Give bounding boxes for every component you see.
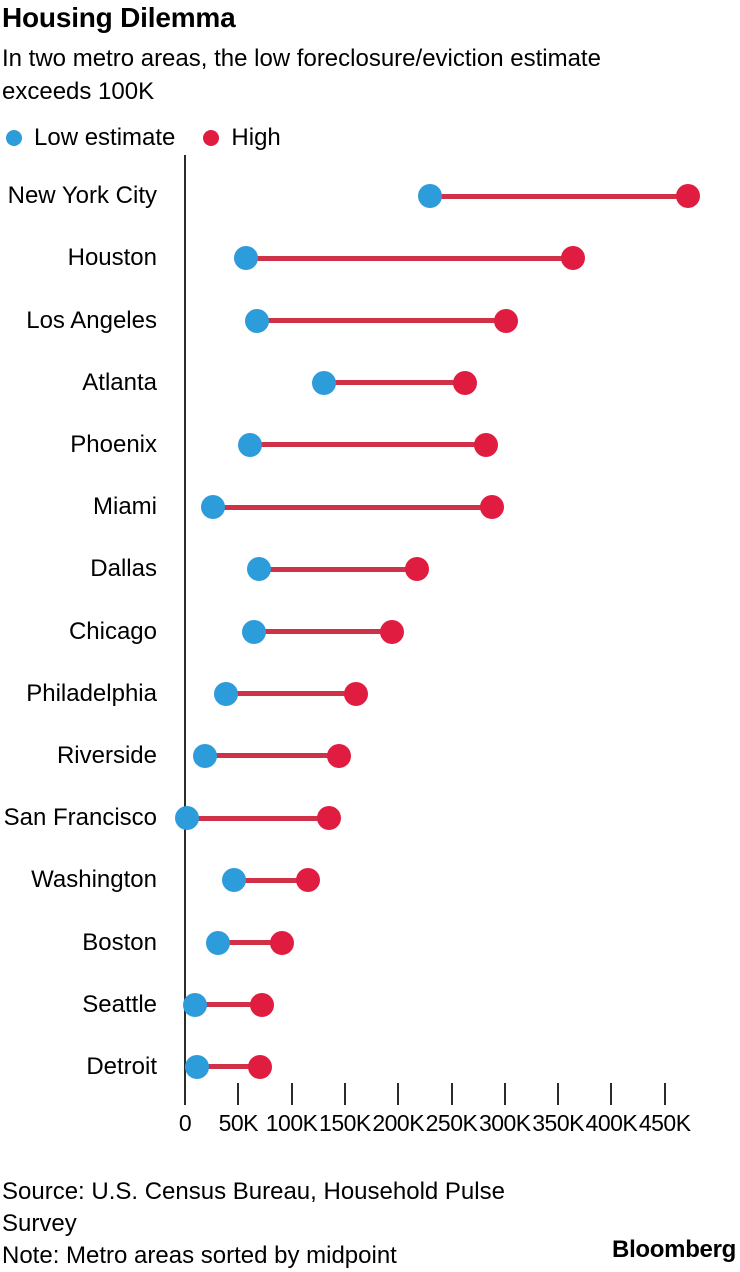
high-estimate-dot — [249, 992, 274, 1017]
high-estimate-dot — [480, 495, 504, 520]
range-connector — [257, 318, 506, 323]
category-label: Atlanta — [82, 368, 157, 396]
x-axis-tick — [290, 1083, 293, 1105]
x-axis-tick — [663, 1083, 666, 1105]
category-label: New York City — [7, 182, 157, 210]
legend: Low estimate High — [6, 124, 281, 152]
range-connector — [245, 255, 573, 261]
range-connector — [234, 877, 308, 883]
category-label: Chicago — [68, 617, 157, 645]
low-estimate-dot — [242, 619, 267, 644]
chart-title: Housing Dilemma — [2, 2, 236, 33]
range-connector — [218, 940, 282, 945]
low-estimate-dot — [184, 1054, 209, 1079]
legend-item-high: High — [203, 124, 281, 152]
high-estimate-dot — [493, 308, 518, 333]
x-axis-tick — [237, 1083, 240, 1105]
legend-low-label: Low estimate — [34, 124, 176, 151]
methodology-note: Note: Metro areas sorted by midpoint — [2, 1242, 397, 1269]
low-estimate-dot — [213, 681, 238, 706]
range-connector — [254, 629, 392, 634]
source-line-2: Survey — [2, 1210, 77, 1237]
high-estimate-dot — [405, 557, 430, 582]
category-label: San Francisco — [3, 804, 157, 832]
high-estimate-dot — [453, 370, 478, 395]
range-connector — [250, 442, 486, 448]
low-estimate-dot — [233, 246, 258, 271]
high-estimate-dot — [247, 1054, 272, 1079]
category-label: Riverside — [56, 741, 157, 769]
low-estimate-dot — [206, 930, 231, 955]
range-connector — [196, 1064, 260, 1070]
x-axis-tick-label: 150K — [319, 1110, 371, 1136]
x-axis-tick — [397, 1083, 400, 1105]
category-label: Seattle — [82, 990, 157, 1018]
chart-subtitle-line-1: In two metro areas, the low foreclosure/… — [2, 45, 601, 72]
category-label: Houston — [67, 244, 157, 272]
high-estimate-dot — [343, 681, 368, 706]
high-estimate-dot — [270, 930, 294, 955]
category-label: Washington — [31, 866, 157, 894]
x-axis-tick-label: 100K — [265, 1110, 318, 1136]
category-label: Dallas — [90, 555, 157, 583]
x-axis-tick-label: 300K — [478, 1110, 531, 1136]
category-label: Detroit — [86, 1052, 157, 1080]
range-connector — [194, 1002, 262, 1008]
x-axis-tick — [503, 1083, 506, 1105]
x-axis-tick — [450, 1083, 453, 1105]
category-label: Miami — [93, 493, 157, 521]
legend-low-dot-icon — [6, 130, 22, 146]
low-estimate-dot — [246, 557, 271, 582]
y-axis-line — [184, 155, 186, 1105]
low-estimate-dot — [222, 868, 247, 893]
x-axis-tick-label: 50K — [218, 1110, 259, 1136]
range-connector — [212, 504, 492, 510]
low-estimate-dot — [200, 495, 225, 520]
chart-subtitle: In two metro areas, the low foreclosure/… — [2, 42, 601, 108]
high-estimate-dot — [379, 619, 404, 644]
category-label: Philadelphia — [26, 679, 157, 707]
range-connector — [225, 691, 356, 697]
chart-subtitle-line-2: exceeds 100K — [2, 78, 155, 105]
range-connector — [187, 815, 329, 821]
x-axis-tick — [557, 1083, 560, 1105]
legend-high-label: High — [231, 124, 281, 151]
x-axis-tick-label: 250K — [425, 1110, 478, 1136]
x-axis-tick-label: 200K — [372, 1110, 425, 1136]
x-axis-tick-label: 400K — [585, 1110, 638, 1136]
legend-high-dot-icon — [203, 130, 220, 146]
high-estimate-dot — [676, 184, 701, 209]
range-connector — [323, 380, 466, 386]
category-label: Phoenix — [70, 430, 157, 458]
legend-item-low: Low estimate — [6, 124, 175, 152]
x-axis-tick-label: 0 — [178, 1110, 192, 1136]
range-connector — [258, 566, 418, 572]
low-estimate-dot — [245, 308, 270, 333]
low-estimate-dot — [238, 432, 263, 457]
low-estimate-dot — [311, 370, 336, 395]
range-connector — [430, 193, 689, 199]
high-estimate-dot — [295, 868, 320, 893]
source-note: Source: U.S. Census Bureau, Household Pu… — [2, 1176, 505, 1272]
high-estimate-dot — [316, 806, 341, 831]
x-axis-tick — [343, 1083, 346, 1105]
range-connector — [205, 753, 339, 759]
source-line-1: Source: U.S. Census Bureau, Household Pu… — [2, 1178, 505, 1205]
low-estimate-dot — [182, 992, 207, 1017]
high-estimate-dot — [326, 743, 351, 768]
high-estimate-dot — [561, 246, 586, 271]
x-axis-tick-label: 450K — [638, 1110, 691, 1136]
x-axis-tick — [610, 1083, 613, 1105]
x-axis-tick-label: 350K — [532, 1110, 584, 1136]
high-estimate-dot — [473, 432, 498, 457]
bloomberg-logo: Bloomberg — [612, 1236, 736, 1263]
category-label: Los Angeles — [26, 306, 157, 334]
category-label: Boston — [82, 928, 157, 956]
low-estimate-dot — [418, 184, 443, 209]
low-estimate-dot — [175, 806, 200, 831]
low-estimate-dot — [193, 743, 218, 768]
